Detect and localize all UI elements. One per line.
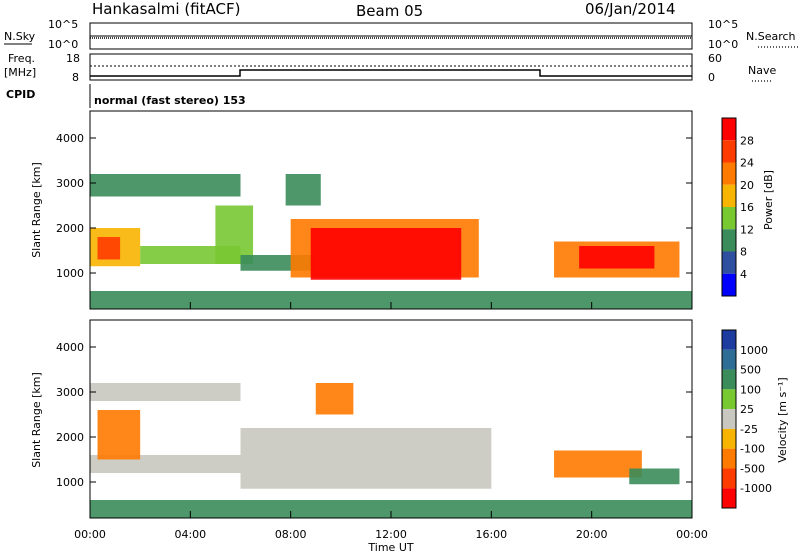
- nave-tick-bottom: 0: [708, 71, 715, 84]
- velocity-ytick-label: 4000: [56, 341, 84, 354]
- nave-label: Nave: [748, 64, 776, 77]
- velocity-colorbar-tick-label: -1000: [740, 482, 772, 495]
- nsky-label: N.Sky: [4, 30, 36, 43]
- date-title: 06/Jan/2014: [585, 0, 676, 18]
- x-tick-label: 20:00: [576, 528, 608, 541]
- power-scatter-region: [285, 174, 321, 206]
- power-colorbar-swatch: [722, 273, 736, 296]
- velocity-colorbar-swatch: [722, 488, 736, 508]
- power-scatter-region: [97, 237, 121, 260]
- noise-tick-bottom-left: 10^0: [48, 38, 78, 51]
- velocity-cbar-label: Velocity [m s⁻¹]: [776, 377, 789, 462]
- velocity-ytick-label: 3000: [56, 386, 84, 399]
- x-tick-label: 16:00: [475, 528, 507, 541]
- cpid-text: normal (fast stereo) 153: [94, 94, 246, 107]
- velocity-colorbar-swatch: [722, 448, 736, 469]
- power-cbar-label: Power [dB]: [762, 170, 775, 230]
- cpid-label: CPID: [6, 88, 35, 101]
- velocity-scatter-region: [554, 450, 642, 478]
- freq-panel-frame: [89, 53, 693, 81]
- power-scatter-region: [310, 228, 462, 280]
- x-tick-label: 12:00: [375, 528, 407, 541]
- velocity-scatter-region: [629, 468, 680, 485]
- power-colorbar-tick-label: 24: [740, 157, 754, 170]
- power-colorbar-swatch: [722, 251, 736, 274]
- power-colorbar-tick-label: 4: [740, 268, 747, 281]
- power-colorbar-swatch: [722, 229, 736, 252]
- freq-label-2: [MHz]: [4, 66, 36, 79]
- power-scatter-region: [215, 205, 254, 264]
- velocity-colorbar-frame: [721, 329, 737, 509]
- freq-tick-bottom: 8: [72, 71, 79, 84]
- power-colorbar-tick-label: 12: [740, 223, 754, 236]
- velocity-scatter-region: [240, 428, 492, 489]
- velocity-colorbar-swatch: [722, 428, 736, 449]
- velocity-colorbar-tick-label: -500: [740, 462, 765, 475]
- power-colorbar-frame: [721, 117, 737, 297]
- station-title: Hankasalmi (fitACF): [92, 0, 240, 18]
- velocity-colorbar-swatch: [722, 389, 736, 410]
- velocity-ylabel: Slant Range [km]: [30, 372, 43, 468]
- nsearch-label: N.Search: [746, 30, 796, 43]
- power-ytick-label: 3000: [56, 177, 84, 190]
- power-panel: 1000 2000 3000 4000: [56, 132, 693, 309]
- power-colorbar-tick-label: 8: [740, 246, 747, 259]
- velocity-scatter-region: [90, 383, 241, 401]
- freq-tick-top: 18: [66, 52, 80, 65]
- velocity-ytick-label: 1000: [56, 476, 84, 489]
- power-colorbar-swatch: [722, 207, 736, 230]
- x-tick-label: 00:00: [676, 528, 708, 541]
- x-axis-label: Time UT: [367, 541, 413, 554]
- velocity-colorbar-tick-label: 25: [740, 403, 754, 416]
- velocity-colorbar-swatch: [722, 330, 736, 350]
- power-ytick-label: 1000: [56, 267, 84, 280]
- beam-title: Beam 05: [356, 2, 423, 20]
- power-scatter-region: [90, 174, 241, 197]
- x-tick-label: 00:00: [74, 528, 106, 541]
- power-scatter-region: [90, 291, 692, 309]
- power-colorbar-swatch: [722, 162, 736, 185]
- power-colorbar: 28 24 20 16 12 8 4: [721, 117, 754, 297]
- velocity-colorbar-tick-label: -100: [740, 443, 765, 456]
- power-ytick-label: 4000: [56, 132, 84, 145]
- power-colorbar-swatch: [722, 118, 736, 141]
- power-colorbar-tick-label: 20: [740, 179, 754, 192]
- velocity-colorbar-swatch: [722, 409, 736, 429]
- velocity-colorbar-tick-label: -25: [740, 423, 758, 436]
- power-ylabel: Slant Range [km]: [30, 162, 43, 258]
- velocity-scatter-region: [97, 410, 141, 460]
- noise-tick-bottom-right: 10^0: [708, 38, 738, 51]
- power-colorbar-tick-label: 16: [740, 201, 754, 214]
- freq-label-1: Freq.: [8, 52, 35, 65]
- power-plot-frame: [89, 110, 693, 310]
- power-colorbar-swatch: [722, 140, 736, 163]
- velocity-ytick-label: 2000: [56, 431, 84, 444]
- velocity-panel: 1000 2000 3000 4000: [56, 341, 693, 518]
- power-colorbar-swatch: [722, 184, 736, 207]
- velocity-colorbar-tick-label: 100: [740, 383, 761, 396]
- velocity-plot-frame: [89, 319, 693, 519]
- x-tick-label: 08:00: [275, 528, 307, 541]
- velocity-scatter-region: [315, 383, 354, 415]
- velocity-colorbar-swatch: [722, 349, 736, 370]
- velocity-colorbar-tick-label: 1000: [740, 344, 768, 357]
- velocity-colorbar-tick-label: 500: [740, 364, 761, 377]
- velocity-colorbar-swatch: [722, 369, 736, 390]
- x-tick-label: 04:00: [174, 528, 206, 541]
- x-axis: 00:00 04:00 08:00 12:00 16:00 20:00 00:00: [74, 528, 708, 541]
- power-ytick-label: 2000: [56, 222, 84, 235]
- noise-tick-top-right: 10^5: [708, 18, 738, 31]
- velocity-colorbar: 1000 500 100 25 -25 -100 -500 -1000: [721, 329, 772, 509]
- velocity-colorbar-swatch: [722, 468, 736, 489]
- nave-tick-top: 60: [708, 52, 722, 65]
- freq-trace: [90, 69, 692, 77]
- noise-tick-top-left: 10^5: [48, 18, 78, 31]
- velocity-scatter-region: [90, 500, 692, 518]
- power-scatter-region: [579, 246, 655, 269]
- power-colorbar-tick-label: 28: [740, 134, 754, 147]
